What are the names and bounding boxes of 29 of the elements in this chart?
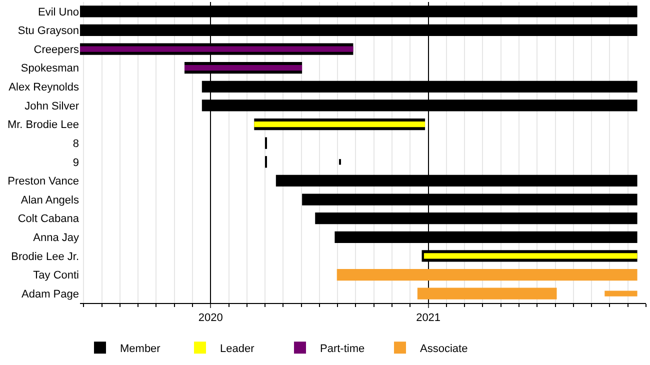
y-tick-label: Brodie Lee Jr. bbox=[11, 250, 79, 263]
x-tick-label: 2021 bbox=[416, 312, 441, 324]
bar bbox=[80, 46, 354, 52]
y-tick-label: Preston Vance bbox=[8, 176, 79, 188]
y-tick-label: Alan Angels bbox=[20, 194, 80, 206]
bar bbox=[424, 253, 638, 259]
legend-label: Member bbox=[120, 342, 161, 355]
y-tick-label: Colt Cabana bbox=[18, 213, 80, 226]
bar bbox=[336, 268, 638, 281]
y-tick-label: Anna Jay bbox=[33, 232, 80, 244]
bar bbox=[417, 288, 557, 300]
y-tick-label: 9 bbox=[72, 156, 79, 169]
bar bbox=[184, 65, 302, 71]
y-tick-label: Evil Uno bbox=[38, 6, 79, 18]
y-tick-label: Alex Reynolds bbox=[8, 82, 80, 94]
legend-label: Leader bbox=[220, 342, 255, 355]
y-tick-label: Mr. Brodie Lee bbox=[7, 119, 79, 132]
bar bbox=[604, 290, 638, 296]
y-tick-label: Tay Conti bbox=[33, 270, 79, 282]
x-tick-label: 2020 bbox=[198, 312, 223, 324]
y-tick-label: Stu Grayson bbox=[18, 25, 79, 38]
bar bbox=[254, 121, 426, 128]
y-tick-label: John Silver bbox=[24, 100, 80, 112]
y-tick-label: 8 bbox=[72, 138, 79, 150]
y-tick-label: Spokesman bbox=[20, 62, 79, 75]
y-tick-label: Adam Page bbox=[22, 288, 79, 300]
legend-label: Associate bbox=[420, 342, 468, 355]
y-tick-label: Creepers bbox=[34, 44, 80, 56]
legend-label: Part-time bbox=[320, 342, 365, 355]
